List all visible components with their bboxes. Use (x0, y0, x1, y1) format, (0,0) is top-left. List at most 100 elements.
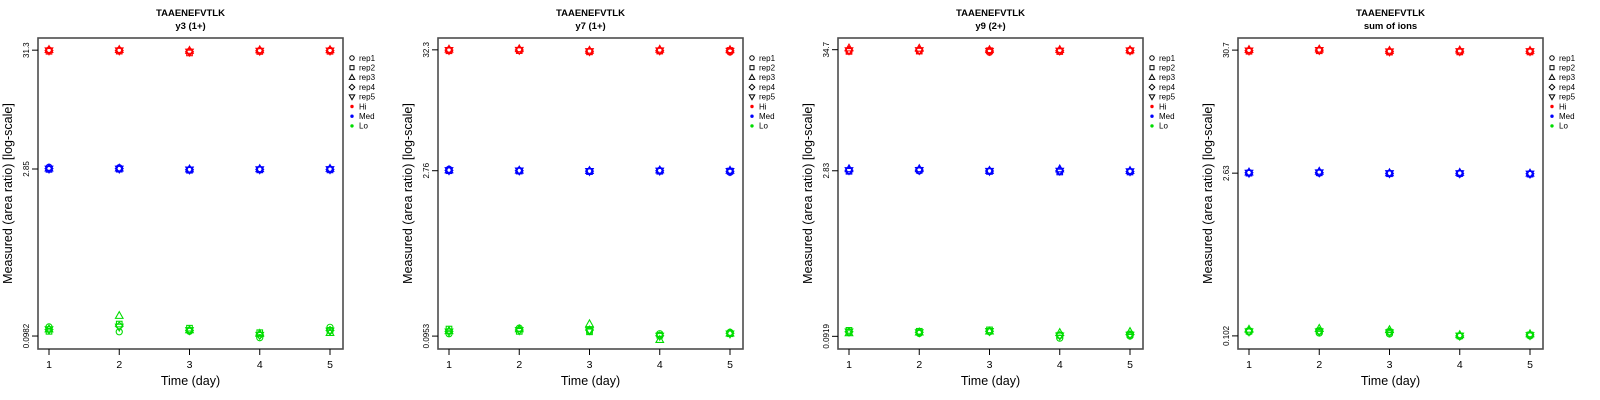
legend-label-rep4: rep4 (1159, 83, 1176, 92)
x-tick-label: 3 (587, 359, 593, 371)
x-tick-label: 4 (257, 359, 263, 371)
legend-label-rep4: rep4 (1559, 83, 1576, 92)
level-dot-icon (1550, 124, 1554, 128)
data-point (1055, 332, 1065, 341)
triangle-down-icon (1548, 94, 1556, 101)
data-point (1244, 47, 1254, 56)
diamond-icon (1148, 83, 1156, 91)
circle-icon (1149, 55, 1155, 61)
legend-label-rep2: rep2 (359, 64, 376, 73)
plot-svg: TAAENEFVTLK y3 (1+) Measured (area ratio) … (1, 8, 376, 388)
level-dot-icon (750, 104, 754, 109)
data-point (844, 47, 854, 56)
legend-label-rep5: rep5 (1559, 93, 1576, 102)
x-tick-label: 5 (1127, 359, 1133, 371)
plot-svg: TAAENEFVTLK y7 (1+) Measured (area ratio) … (401, 8, 776, 388)
x-tick-label: 3 (987, 359, 993, 371)
level-dot-icon (1150, 114, 1154, 118)
legend-label-rep1: rep1 (359, 54, 376, 63)
level-dot-icon (1150, 104, 1154, 109)
data-point (1244, 328, 1254, 337)
legend-label-rep4: rep4 (759, 83, 776, 92)
chart-subtitle: sum of ions (1364, 21, 1417, 32)
data-point (725, 330, 735, 339)
data-point (1055, 167, 1065, 177)
data-point (44, 323, 54, 333)
data-point (1525, 332, 1535, 341)
data-point (1525, 170, 1535, 180)
data-point (114, 165, 124, 175)
square-icon (1549, 65, 1555, 71)
data-point (115, 328, 123, 336)
data-point (1314, 169, 1324, 178)
data-point (184, 48, 195, 58)
data-point (114, 310, 124, 319)
y-axis-label: Measured (area ratio) [log-scale] (401, 103, 415, 284)
plot-frame (37, 37, 344, 350)
x-tick-label: 5 (1527, 359, 1533, 371)
legend-label-med: Med (759, 112, 775, 121)
data-point (114, 47, 124, 56)
data-point (256, 334, 264, 342)
legend-label-med: Med (359, 112, 375, 121)
chart-subtitle: y7 (1+) (575, 21, 605, 32)
legend-label-rep3: rep3 (1559, 73, 1576, 82)
data-point (184, 166, 195, 175)
legend-label-rep2: rep2 (1559, 64, 1576, 73)
x-tick-label: 2 (516, 359, 522, 371)
x-tick-label: 3 (1387, 359, 1393, 371)
data-point (914, 47, 924, 56)
circle-icon (349, 55, 355, 61)
y-tick-label: 30.7 (1222, 42, 1231, 58)
plot-svg: TAAENEFVTLK sum of ions Measured (area rat… (1201, 8, 1576, 388)
y-axis-label: Measured (area ratio) [log-scale] (1, 103, 15, 284)
legend-label-rep5: rep5 (1159, 93, 1176, 102)
x-tick-label: 1 (446, 359, 452, 371)
data-point (1384, 329, 1395, 338)
panel-y3-1-: TAAENEFVTLK y3 (1+) Measured (area ratio) … (0, 0, 400, 400)
data-point (914, 327, 924, 336)
level-dot-icon (350, 124, 354, 128)
data-point (844, 167, 854, 176)
legend-label-med: Med (1559, 112, 1575, 121)
data-point (1384, 48, 1395, 57)
legend-label-med: Med (1159, 112, 1175, 121)
x-tick-label: 5 (727, 359, 733, 371)
x-tick-label: 1 (1246, 359, 1252, 371)
data-point (984, 326, 995, 335)
legend-label-rep2: rep2 (1159, 64, 1176, 73)
chart-title: TAAENEFVTLK (556, 8, 625, 19)
legend-label-lo: Lo (1559, 122, 1568, 131)
x-tick-label: 5 (327, 359, 333, 371)
data-point (655, 332, 665, 342)
y-tick-label: 0.102 (1222, 325, 1231, 346)
data-point (1125, 326, 1135, 336)
plot-svg: TAAENEFVTLK y9 (2+) Measured (area ratio) … (801, 8, 1176, 388)
data-point (725, 328, 735, 337)
legend-label-lo: Lo (359, 122, 368, 131)
legend-label-rep5: rep5 (759, 93, 776, 102)
data-point (514, 167, 524, 176)
legend-label-lo: Lo (1159, 122, 1168, 131)
x-tick-label: 1 (846, 359, 852, 371)
x-axis-label: Time (day) (961, 374, 1020, 388)
x-tick-label: 2 (1316, 359, 1322, 371)
data-point (584, 167, 595, 177)
level-dot-icon (1150, 124, 1154, 128)
y-tick-label: 32.3 (422, 42, 431, 58)
level-dot-icon (350, 114, 354, 118)
data-point (255, 331, 265, 341)
legend-label-rep3: rep3 (1159, 73, 1176, 82)
triangle-up-icon (1548, 73, 1556, 80)
level-dot-icon (350, 104, 354, 109)
square-icon (749, 65, 755, 71)
x-tick-label: 2 (916, 359, 922, 371)
x-tick-label: 4 (1457, 359, 1463, 371)
triangle-up-icon (1148, 73, 1156, 80)
data-point (44, 165, 54, 175)
diamond-icon (1548, 83, 1556, 91)
data-point (44, 326, 54, 335)
level-dot-icon (750, 114, 754, 118)
data-point (1384, 170, 1395, 179)
